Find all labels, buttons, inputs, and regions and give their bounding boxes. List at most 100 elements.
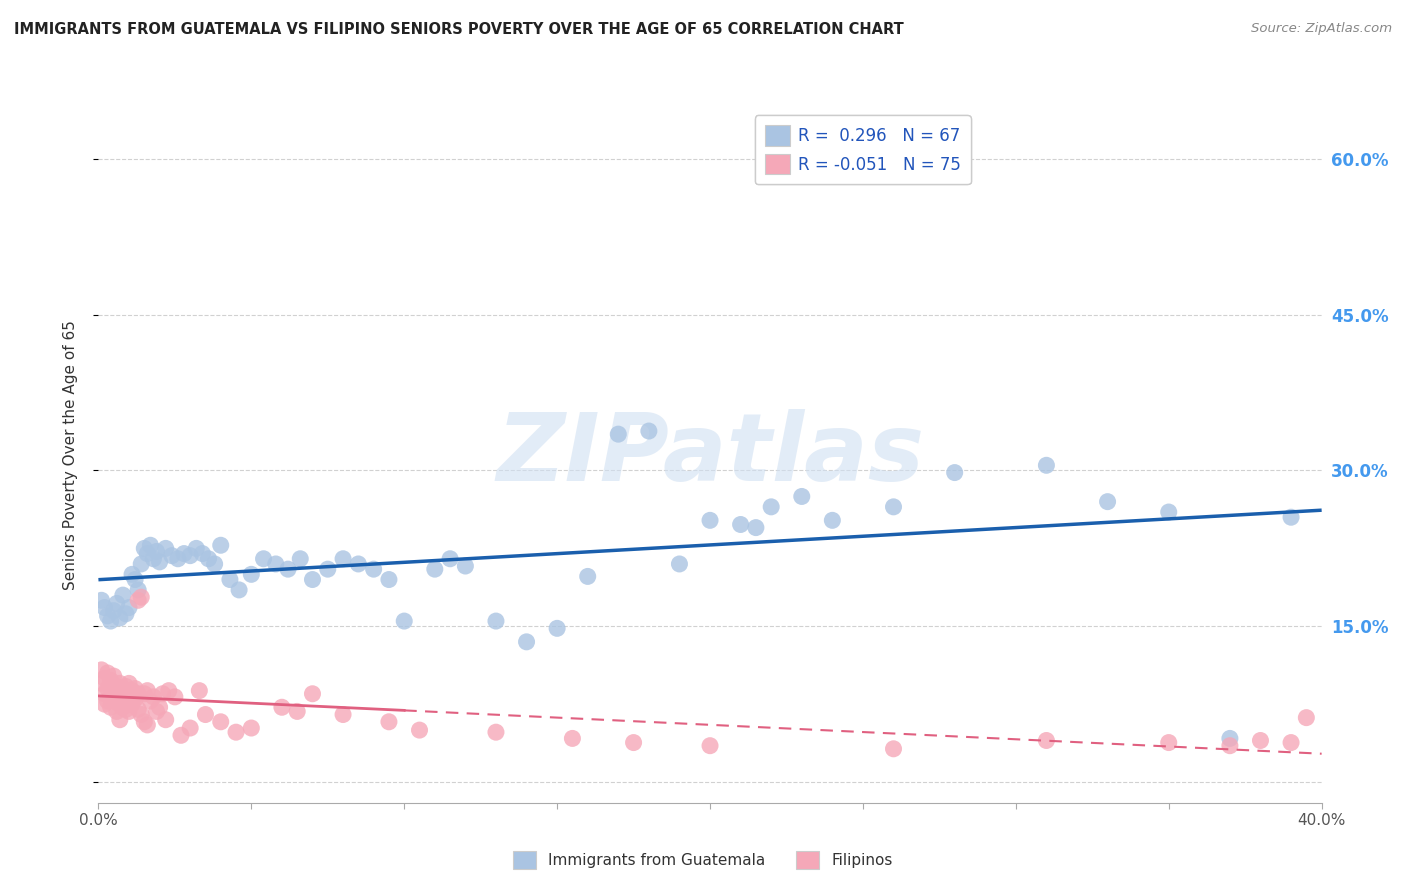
Point (1157, 735, 1180, 749)
Point (121, 697, 143, 711)
Point (115, 702, 138, 716)
Point (111, 690, 134, 704)
Point (163, 690, 186, 704)
Point (124, 692, 146, 706)
Point (100, 614, 122, 628)
Point (134, 541, 156, 556)
Point (516, 635, 538, 649)
Point (97, 665, 120, 680)
Point (129, 590, 152, 604)
Point (127, 702, 149, 716)
Point (170, 728, 193, 742)
Point (127, 582, 149, 597)
Point (93, 697, 115, 711)
Point (219, 573, 242, 587)
Point (100, 690, 122, 704)
Point (108, 697, 131, 711)
Point (301, 573, 323, 587)
Point (188, 683, 211, 698)
Point (115, 607, 138, 621)
Text: ZIPatlas: ZIPatlas (496, 409, 924, 501)
Point (142, 690, 165, 704)
Point (103, 604, 125, 618)
Point (93, 600, 115, 615)
Point (347, 557, 370, 571)
Point (191, 547, 214, 561)
Point (134, 687, 156, 701)
Point (1097, 494, 1119, 508)
Point (270, 700, 292, 714)
Point (93, 671, 115, 685)
Point (108, 713, 131, 727)
Point (127, 687, 149, 701)
Point (1035, 733, 1057, 747)
Point (454, 559, 477, 574)
Y-axis label: Seniors Poverty Over the Age of 65: Seniors Poverty Over the Age of 65 (63, 320, 77, 590)
Point (1249, 733, 1271, 747)
Legend: R =  0.296   N = 67, R = -0.051   N = 75: R = 0.296 N = 67, R = -0.051 N = 75 (755, 115, 970, 185)
Point (576, 569, 599, 583)
Point (142, 551, 165, 566)
Point (124, 573, 146, 587)
Point (392, 614, 416, 628)
Point (745, 520, 768, 534)
Point (103, 669, 125, 683)
Point (111, 588, 134, 602)
Point (485, 614, 508, 628)
Point (332, 551, 354, 566)
Point (155, 541, 177, 556)
Point (277, 562, 299, 576)
Point (637, 424, 661, 438)
Point (378, 714, 401, 729)
Point (186, 541, 208, 556)
Point (118, 705, 141, 719)
Point (197, 551, 219, 566)
Point (264, 557, 287, 571)
Point (111, 700, 134, 714)
Point (209, 538, 232, 552)
Point (423, 562, 446, 576)
Point (699, 513, 721, 527)
Point (160, 549, 183, 563)
Point (439, 551, 461, 566)
Point (136, 683, 159, 698)
Point (252, 551, 274, 566)
Point (883, 741, 905, 756)
Point (1035, 458, 1057, 473)
Point (759, 500, 782, 514)
Point (821, 513, 844, 527)
Point (97, 694, 120, 708)
Point (139, 694, 162, 708)
Point (139, 538, 162, 552)
Point (1279, 735, 1302, 749)
Point (155, 713, 177, 727)
Point (118, 690, 141, 704)
Point (97, 681, 120, 696)
Point (209, 714, 232, 729)
Point (1219, 739, 1241, 753)
Point (103, 683, 125, 698)
Point (115, 680, 138, 694)
Legend: Immigrants from Guatemala, Filipinos: Immigrants from Guatemala, Filipinos (508, 845, 898, 875)
Point (97, 608, 120, 623)
Point (90, 593, 112, 607)
Point (121, 567, 143, 582)
Point (699, 739, 721, 753)
Point (943, 466, 966, 480)
Point (1157, 505, 1180, 519)
Point (179, 549, 201, 563)
Point (228, 582, 250, 597)
Point (285, 705, 308, 719)
Point (1295, 711, 1317, 725)
Point (105, 680, 128, 694)
Point (167, 551, 190, 566)
Point (90, 663, 112, 677)
Point (316, 562, 339, 576)
Point (100, 673, 122, 688)
Point (108, 676, 131, 690)
Point (90, 676, 112, 690)
Point (129, 557, 152, 571)
Text: IMMIGRANTS FROM GUATEMALA VS FILIPINO SENIORS POVERTY OVER THE AGE OF 65 CORRELA: IMMIGRANTS FROM GUATEMALA VS FILIPINO SE… (14, 22, 904, 37)
Point (1219, 731, 1241, 746)
Point (111, 681, 134, 696)
